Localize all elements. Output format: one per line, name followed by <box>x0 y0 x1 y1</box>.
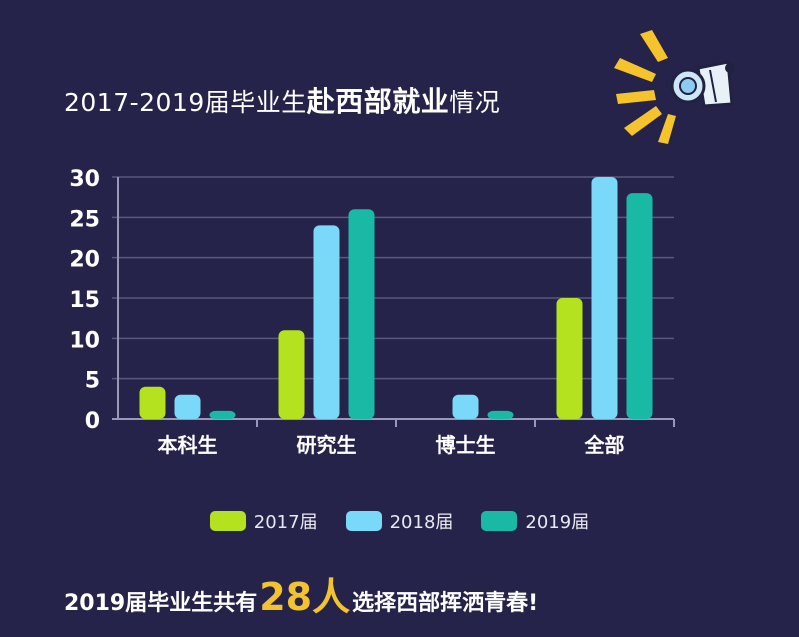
title-highlight: 赴西部就业 <box>306 85 450 118</box>
x-tick-label: 研究生 <box>297 433 357 457</box>
bar-全部-2019届 <box>626 193 653 419</box>
legend-swatch-2019 <box>481 511 518 531</box>
bar-研究生-2017届 <box>278 330 305 419</box>
y-tick-label: 0 <box>85 409 100 434</box>
bar-博士生-2019届 <box>487 410 514 419</box>
legend-item-2019: 2019届 <box>481 508 589 534</box>
title-prefix: 2017-2019届毕业生 <box>64 88 307 117</box>
legend-swatch-2017 <box>209 511 246 531</box>
bar-研究生-2018届 <box>313 225 340 419</box>
legend-label-2018: 2018届 <box>389 512 454 533</box>
summary-prefix: 2019届毕业生共有 <box>64 591 258 616</box>
title-suffix: 情况 <box>449 88 501 117</box>
y-tick-label: 20 <box>69 248 100 273</box>
legend-item-2018: 2018届 <box>345 508 454 534</box>
bar-本科生-2019届 <box>209 410 236 419</box>
summary-number: 28人 <box>259 575 351 619</box>
chart-title: 2017-2019届毕业生赴西部就业情况 <box>64 80 500 120</box>
legend-swatch-2018 <box>345 511 382 531</box>
bar-博士生-2018届 <box>452 394 479 419</box>
summary-text: 2019届毕业生共有28人选择西部挥洒青春! <box>64 566 538 621</box>
legend-item-2017: 2017届 <box>209 508 318 534</box>
y-tick-label: 10 <box>69 328 100 353</box>
summary-suffix: 选择西部挥洒青春! <box>352 591 539 616</box>
y-tick-label: 30 <box>69 167 100 192</box>
legend-label-2019: 2019届 <box>525 512 590 533</box>
chart-legend: 2017届 2018届 2019届 <box>0 508 799 534</box>
x-tick-label: 博士生 <box>436 433 496 457</box>
y-tick-label: 15 <box>69 288 100 313</box>
legend-label-2017: 2017届 <box>253 512 318 533</box>
x-tick-label: 本科生 <box>158 433 218 457</box>
bar-研究生-2019届 <box>348 209 375 419</box>
x-tick-label: 全部 <box>584 433 625 457</box>
y-tick-label: 5 <box>85 369 100 394</box>
bar-全部-2018届 <box>591 177 618 419</box>
bar-本科生-2018届 <box>174 394 201 419</box>
megaphone-icon <box>614 30 735 144</box>
bar-本科生-2017届 <box>139 386 166 419</box>
bar-全部-2017届 <box>556 298 583 419</box>
y-tick-label: 25 <box>69 207 100 232</box>
